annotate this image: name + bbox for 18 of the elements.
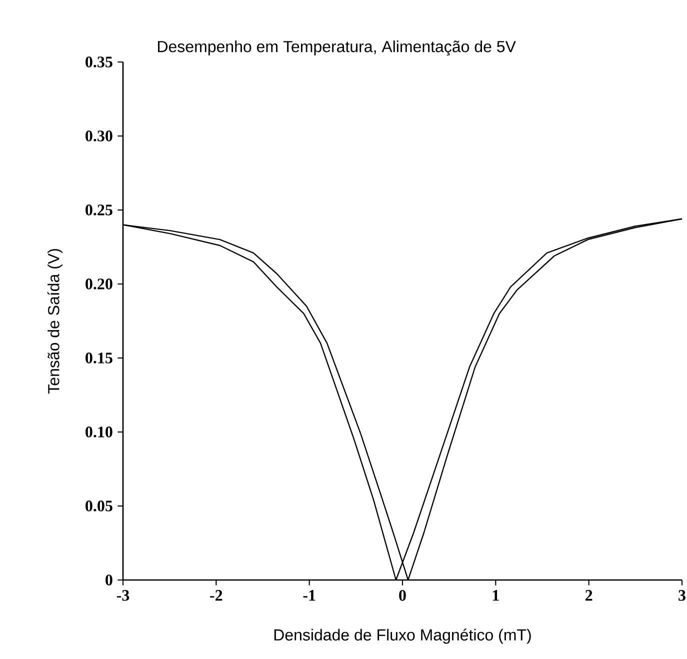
chart-subtitle: Desempenho em Temperatura, Alimentação de 5V bbox=[158, 40, 516, 56]
y-tick-label: 0.10 bbox=[86, 426, 112, 438]
x-tick-label: -2 bbox=[210, 590, 222, 601]
x-tick-label: -1 bbox=[303, 590, 316, 601]
y-axis-title: Tensão de Saída (V) bbox=[47, 249, 62, 394]
y-tick-label: 0.25 bbox=[86, 204, 112, 216]
x-tick-label: 3 bbox=[678, 590, 686, 601]
x-tick-label: 0 bbox=[399, 590, 406, 601]
y-tick-label: 0.20 bbox=[86, 278, 112, 290]
y-tick-label: 0.30 bbox=[86, 130, 112, 142]
x-tick-label: -3 bbox=[116, 590, 130, 601]
x-tick-label: 2 bbox=[586, 590, 592, 601]
y-tick-label: 0 bbox=[106, 574, 112, 586]
y-tick-label: 0.15 bbox=[86, 352, 112, 364]
x-tick-label: 1 bbox=[492, 590, 499, 601]
y-tick-label: 0.05 bbox=[86, 500, 112, 512]
x-axis-title: Densidade de Fluxo Magnético (mT) bbox=[274, 628, 531, 644]
y-tick-label: 0.35 bbox=[86, 56, 112, 68]
